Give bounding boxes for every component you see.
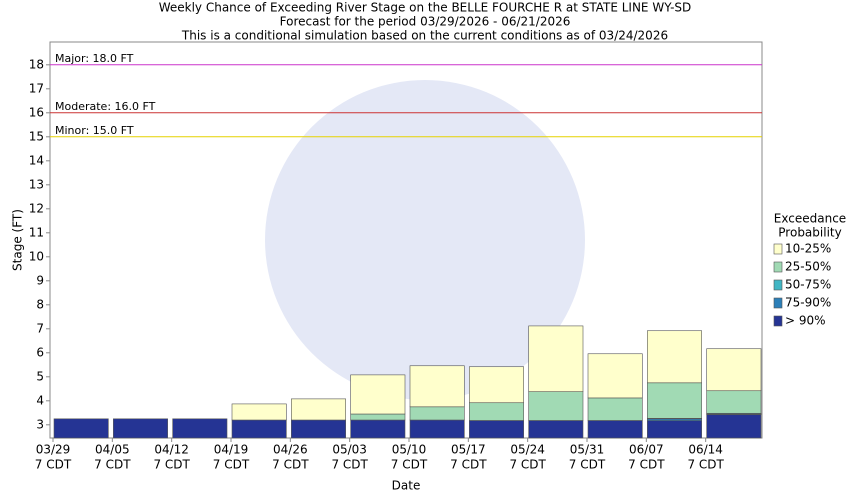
bar-segment [647, 420, 702, 439]
bar-segment [587, 353, 643, 399]
y-axis-label: Stage (FT) [11, 209, 25, 271]
y-tick-label: 18 [29, 57, 44, 71]
x-axis-label: Date [392, 479, 421, 493]
legend-swatch [773, 297, 783, 309]
flood-stage-label: Minor: 15.0 FT [55, 124, 134, 137]
y-tick-label: 12 [29, 201, 44, 215]
y-tick-label: 15 [29, 129, 44, 143]
x-tick-label: 06/14 [688, 443, 723, 457]
legend-title: Probability [778, 226, 841, 240]
x-tick-label: 7 CDT [94, 458, 131, 472]
x-tick-label: 05/31 [570, 443, 605, 457]
x-tick-label: 7 CDT [35, 458, 72, 472]
legend-label: > 90% [785, 314, 826, 328]
x-tick-label: 05/24 [510, 443, 545, 457]
bar-segment [469, 366, 524, 404]
bar-segment [469, 402, 524, 421]
x-tick-label: 05/17 [451, 443, 486, 457]
bar-segment [587, 420, 643, 439]
flood-stage-label: Moderate: 16.0 FT [55, 100, 156, 113]
y-tick-label: 8 [36, 297, 44, 311]
bar-segment [469, 420, 524, 439]
bar-segment [706, 348, 762, 392]
bar-segment [291, 419, 346, 439]
x-tick-label: 7 CDT [509, 458, 546, 472]
legend-title: Exceedance [774, 212, 846, 226]
bar-segment [647, 382, 702, 419]
chart-subtitle: Forecast for the period 03/29/2026 - 06/… [280, 15, 571, 29]
bar-segment [706, 414, 762, 439]
x-tick-label: 7 CDT [213, 458, 250, 472]
bar-segment [172, 418, 228, 439]
x-tick-label: 04/26 [273, 443, 308, 457]
x-tick-label: 7 CDT [272, 458, 309, 472]
bar-segment [409, 406, 465, 421]
x-tick-label: 04/19 [214, 443, 249, 457]
bar-segment [409, 419, 465, 439]
x-tick-label: 06/07 [629, 443, 664, 457]
x-tick-label: 7 CDT [153, 458, 190, 472]
flood-stage-label: Major: 18.0 FT [55, 52, 134, 65]
x-tick-label: 05/03 [332, 443, 367, 457]
bar-segment [53, 418, 109, 439]
y-tick-label: 9 [36, 273, 44, 287]
x-tick-label: 7 CDT [628, 458, 665, 472]
bar-segment [113, 418, 168, 439]
bar-segment [528, 325, 584, 392]
y-tick-label: 7 [36, 321, 44, 335]
x-tick-label: 7 CDT [450, 458, 487, 472]
y-tick-label: 6 [36, 345, 44, 359]
legend-swatch [773, 315, 783, 327]
chart-title: Weekly Chance of Exceeding River Stage o… [159, 1, 692, 15]
y-tick-label: 13 [29, 177, 44, 191]
bar-segment [350, 374, 406, 415]
legend-swatch [773, 279, 783, 291]
y-tick-label: 14 [29, 153, 44, 167]
watermark [265, 80, 585, 400]
bar-segment [528, 420, 584, 439]
legend-label: 75-90% [785, 296, 831, 310]
bar-segment [528, 391, 584, 421]
plot-frame [49, 41, 763, 439]
chart-subtitle: This is a conditional simulation based o… [181, 29, 668, 43]
bar-segment [231, 403, 287, 421]
y-tick-label: 3 [36, 417, 44, 431]
y-tick-label: 16 [29, 105, 44, 119]
x-tick-label: 03/29 [36, 443, 71, 457]
legend-label: 25-50% [785, 260, 831, 274]
x-tick-label: 7 CDT [569, 458, 606, 472]
y-tick-label: 5 [36, 369, 44, 383]
y-tick-label: 10 [29, 249, 44, 263]
bar-segment [350, 413, 406, 421]
x-tick-label: 04/05 [95, 443, 130, 457]
x-tick-label: 04/12 [154, 443, 189, 457]
legend-label: 10-25% [785, 242, 831, 256]
bar-segment [350, 419, 406, 439]
legend-swatch [773, 261, 783, 273]
x-tick-label: 7 CDT [331, 458, 368, 472]
bar-segment [409, 365, 465, 408]
x-tick-label: 7 CDT [391, 458, 428, 472]
x-tick-label: 7 CDT [687, 458, 724, 472]
legend-swatch [773, 243, 783, 255]
y-tick-label: 17 [29, 81, 44, 95]
x-tick-label: 05/10 [392, 443, 427, 457]
y-tick-label: 4 [36, 393, 44, 407]
bar-segment [587, 397, 643, 421]
legend-label: 50-75% [785, 278, 831, 292]
bar-segment [706, 390, 762, 414]
bar-segment [291, 398, 346, 421]
bar-segment [647, 330, 702, 384]
y-tick-label: 11 [29, 225, 44, 239]
bar-segment [231, 419, 287, 439]
